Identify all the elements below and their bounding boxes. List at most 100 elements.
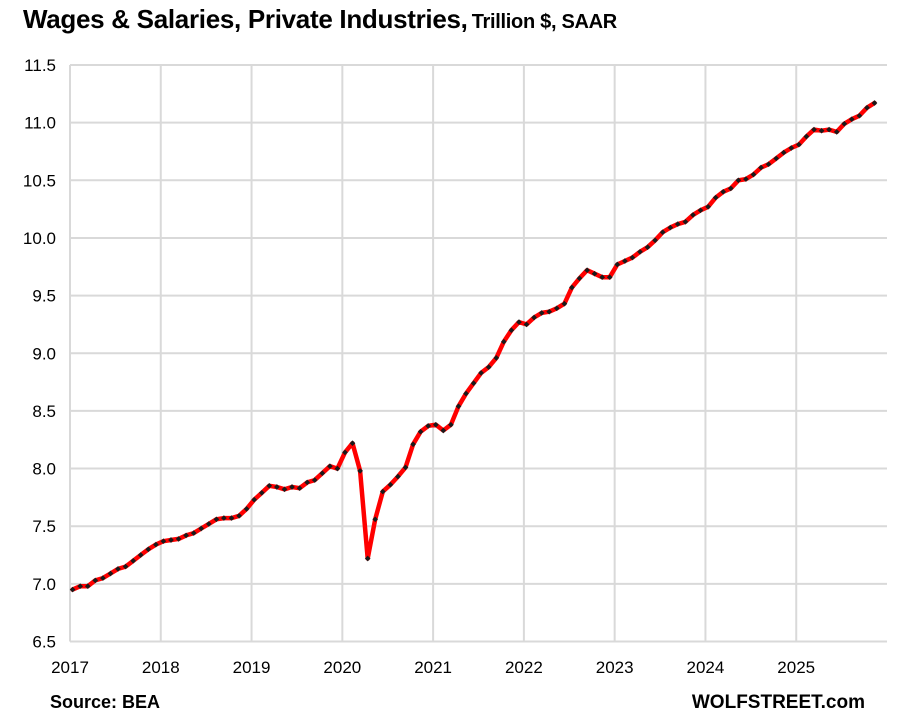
data-point bbox=[410, 441, 416, 448]
x-tick-label: 2018 bbox=[142, 658, 180, 677]
data-point bbox=[848, 116, 855, 123]
data-point bbox=[107, 570, 114, 577]
data-point bbox=[258, 489, 265, 496]
data-point bbox=[183, 532, 189, 539]
data-point bbox=[478, 370, 484, 376]
data-point bbox=[190, 530, 197, 536]
data-point bbox=[569, 284, 575, 291]
x-tick-label: 2022 bbox=[505, 658, 543, 677]
y-tick-label: 6.5 bbox=[32, 633, 56, 652]
data-point bbox=[516, 319, 522, 325]
data-point bbox=[584, 267, 590, 274]
data-point bbox=[281, 486, 288, 493]
data-point bbox=[440, 427, 447, 434]
data-point bbox=[266, 482, 273, 489]
data-point bbox=[833, 129, 840, 135]
data-point bbox=[274, 484, 280, 490]
y-tick-label: 8.0 bbox=[32, 460, 56, 479]
data-point bbox=[864, 104, 870, 111]
data-point bbox=[228, 515, 235, 521]
data-point bbox=[236, 512, 242, 519]
data-point bbox=[508, 327, 515, 334]
data-point bbox=[614, 261, 621, 268]
data-series bbox=[69, 100, 878, 593]
data-point bbox=[379, 488, 386, 495]
data-point bbox=[327, 463, 333, 470]
brand-credit: WOLFSTREET.com bbox=[691, 692, 865, 713]
data-point bbox=[304, 479, 311, 486]
data-point bbox=[77, 583, 84, 590]
data-point bbox=[92, 577, 99, 584]
data-point bbox=[531, 314, 537, 321]
data-point bbox=[773, 155, 780, 162]
y-axis-tick-labels: 6.5 7.0 7.5 8.0 8.5 9.0 9.5 10.0 10.5 11.0 11.5 bbox=[23, 56, 56, 652]
data-point bbox=[84, 583, 91, 590]
data-point bbox=[493, 355, 500, 361]
data-point bbox=[750, 171, 757, 178]
data-point bbox=[137, 552, 144, 558]
y-tick-label: 10.0 bbox=[23, 229, 56, 248]
data-point bbox=[576, 275, 583, 282]
x-tick-label: 2021 bbox=[414, 658, 452, 677]
data-point bbox=[690, 212, 696, 218]
data-point bbox=[130, 557, 137, 564]
data-point bbox=[448, 421, 454, 428]
data-point bbox=[659, 229, 666, 236]
y-tick-label: 9.5 bbox=[32, 287, 56, 306]
x-tick-label: 2017 bbox=[51, 658, 89, 677]
data-point bbox=[606, 274, 613, 281]
x-tick-label: 2020 bbox=[323, 658, 361, 677]
data-point bbox=[160, 538, 167, 545]
data-point bbox=[841, 120, 848, 127]
chart-title-units: Trillion $, SAAR bbox=[471, 11, 618, 33]
chart-title: Wages & Salaries, Private Industries, Tr… bbox=[23, 4, 617, 35]
data-point bbox=[395, 473, 401, 480]
data-point bbox=[765, 161, 772, 168]
x-gridlines bbox=[69, 65, 798, 642]
data-point bbox=[856, 112, 863, 119]
data-point bbox=[357, 468, 363, 474]
x-tick-label: 2025 bbox=[777, 658, 815, 677]
data-point bbox=[153, 541, 159, 548]
data-point bbox=[175, 536, 182, 542]
data-point bbox=[221, 515, 227, 521]
data-point bbox=[205, 521, 212, 527]
data-point bbox=[198, 525, 205, 532]
data-point bbox=[372, 516, 379, 523]
data-point bbox=[697, 207, 704, 214]
data-point bbox=[432, 421, 439, 428]
data-point bbox=[561, 300, 568, 307]
data-point bbox=[145, 546, 152, 553]
data-point bbox=[652, 237, 658, 244]
data-point bbox=[100, 575, 106, 581]
data-point bbox=[637, 248, 643, 255]
data-point bbox=[387, 481, 394, 488]
data-point bbox=[780, 149, 787, 156]
data-point bbox=[743, 176, 749, 182]
y-tick-label: 7.0 bbox=[32, 575, 56, 594]
y-tick-label: 11.0 bbox=[24, 114, 56, 133]
data-point bbox=[500, 338, 507, 345]
data-point bbox=[720, 188, 727, 195]
data-point bbox=[553, 305, 560, 312]
data-point bbox=[455, 403, 462, 410]
data-point bbox=[644, 244, 651, 251]
data-point bbox=[470, 380, 477, 387]
y-tick-label: 11.5 bbox=[24, 56, 56, 75]
data-point bbox=[425, 423, 432, 429]
data-point bbox=[402, 464, 409, 471]
data-point bbox=[546, 308, 553, 315]
x-tick-label: 2024 bbox=[687, 658, 725, 677]
data-point bbox=[599, 274, 606, 281]
data-point bbox=[712, 194, 719, 201]
data-point bbox=[289, 484, 295, 490]
data-point bbox=[674, 221, 681, 227]
data-point bbox=[758, 164, 764, 171]
source-note: Source: BEA bbox=[50, 692, 161, 712]
y-tick-label: 10.5 bbox=[23, 171, 56, 190]
data-point bbox=[538, 310, 545, 316]
data-point bbox=[168, 537, 174, 543]
data-point bbox=[69, 586, 76, 593]
data-point bbox=[251, 496, 258, 503]
data-point bbox=[463, 390, 469, 397]
